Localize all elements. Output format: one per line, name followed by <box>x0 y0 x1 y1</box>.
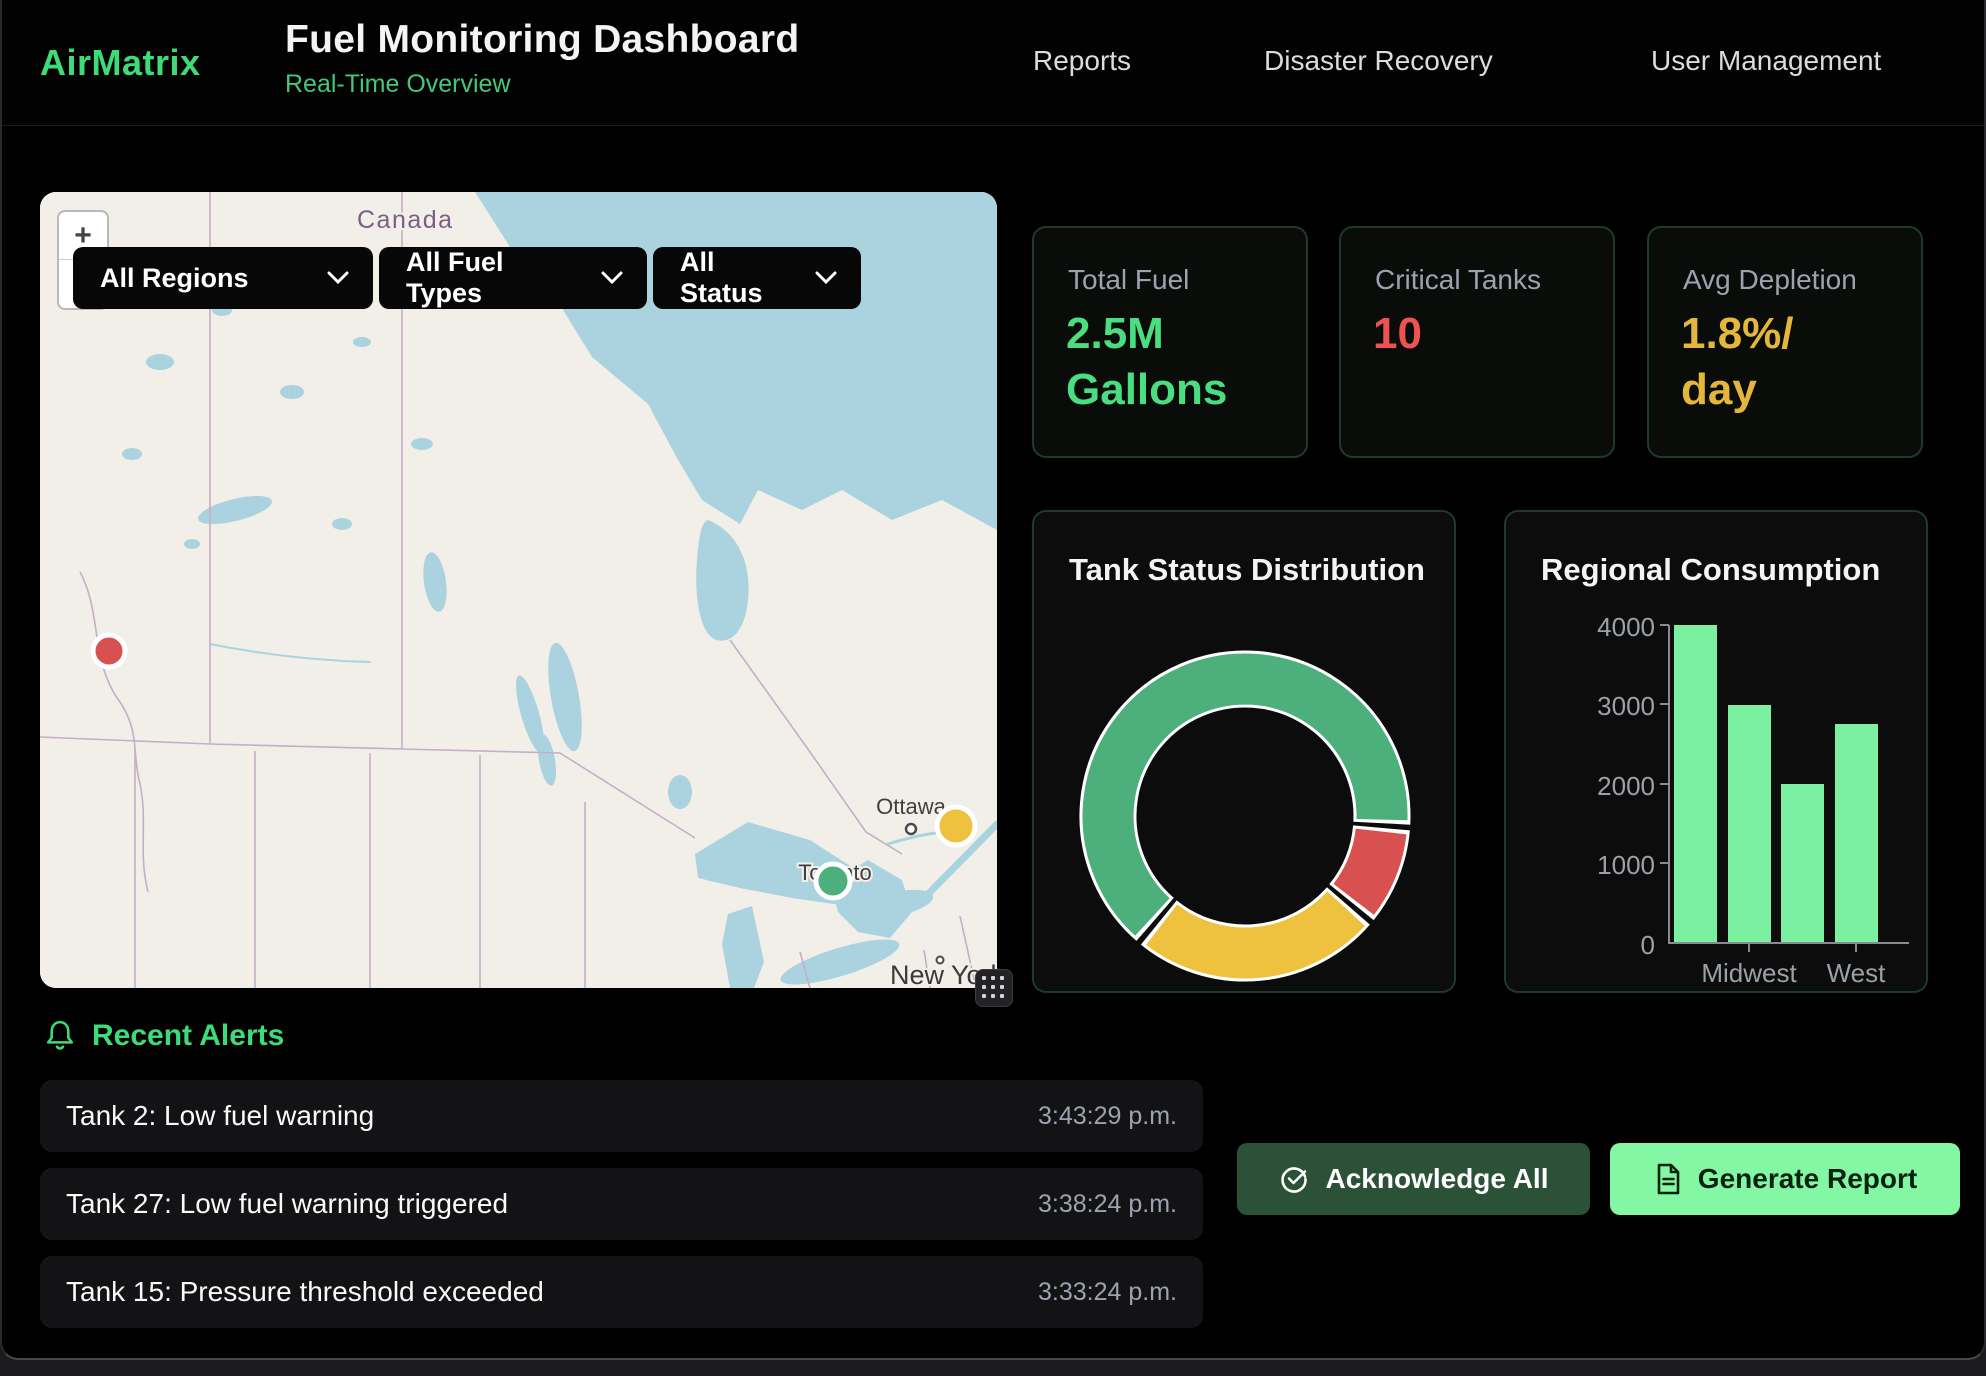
stat-value: 10 <box>1373 306 1422 362</box>
x-axis-tick-west: West <box>1776 958 1936 989</box>
alert-row[interactable]: Tank 27: Low fuel warning triggered 3:38… <box>40 1168 1203 1240</box>
y-axis-tick: 3000 <box>1560 691 1655 722</box>
brand-logo[interactable]: AirMatrix <box>40 42 201 84</box>
map-filter-bar: All Regions All Fuel Types All Status <box>73 247 861 309</box>
alerts-section-header: Recent Alerts <box>44 1018 284 1054</box>
stat-value: 1.8%/ day <box>1681 306 1831 419</box>
y-axis-tick: 2000 <box>1560 771 1655 802</box>
acknowledge-all-button[interactable]: Acknowledge All <box>1237 1143 1590 1215</box>
check-circle-icon <box>1278 1163 1310 1195</box>
y-axis-tick: 4000 <box>1560 612 1655 643</box>
stat-card-avg-depletion: Avg Depletion 1.8%/ day <box>1647 226 1923 458</box>
map-label-canada: Canada <box>357 206 454 234</box>
nav-item-reports[interactable]: Reports <box>1033 45 1131 77</box>
page-subtitle: Real-Time Overview <box>285 70 799 99</box>
y-axis-tick: 1000 <box>1560 850 1655 881</box>
regional-consumption-chart-card: Regional Consumption 4000 3000 2000 1000… <box>1504 510 1928 993</box>
alerts-title: Recent Alerts <box>92 1019 284 1053</box>
stat-label: Critical Tanks <box>1375 264 1541 296</box>
stat-label: Avg Depletion <box>1683 264 1857 296</box>
dashboard-frame: AirMatrix Fuel Monitoring Dashboard Real… <box>0 0 1986 1360</box>
alert-timestamp: 3:43:29 p.m. <box>1038 1102 1177 1131</box>
report-document-icon <box>1653 1162 1683 1196</box>
alert-message: Tank 15: Pressure threshold exceeded <box>66 1276 544 1308</box>
status-filter-select[interactable]: All Status <box>653 247 861 309</box>
y-axis-tick: 0 <box>1560 930 1655 961</box>
map-town-dot-ottawa <box>906 824 916 834</box>
button-label: Acknowledge All <box>1325 1163 1548 1195</box>
nav-item-disaster-recovery[interactable]: Disaster Recovery <box>1264 45 1493 77</box>
alert-row[interactable]: Tank 2: Low fuel warning 3:43:29 p.m. <box>40 1080 1203 1152</box>
status-filter-value: All Status <box>680 247 793 309</box>
fuel-type-filter-value: All Fuel Types <box>406 247 579 309</box>
header: AirMatrix Fuel Monitoring Dashboard Real… <box>2 0 1984 126</box>
fuel-type-filter-select[interactable]: All Fuel Types <box>379 247 647 309</box>
stat-card-total-fuel: Total Fuel 2.5M Gallons <box>1032 226 1308 458</box>
region-filter-value: All Regions <box>100 263 249 294</box>
app-root: AirMatrix Fuel Monitoring Dashboard Real… <box>0 0 1986 1376</box>
alert-message: Tank 27: Low fuel warning triggered <box>66 1188 508 1220</box>
map-panel[interactable]: Canada Ottawa Toronto New York + − All R… <box>40 192 997 988</box>
nav-item-user-management[interactable]: User Management <box>1651 45 1881 77</box>
map-label-ottawa: Ottawa <box>876 794 946 819</box>
donut-chart <box>1034 512 1458 991</box>
map-marker-critical[interactable] <box>93 635 125 667</box>
chevron-down-icon <box>327 271 349 285</box>
page-title: Fuel Monitoring Dashboard <box>285 18 799 62</box>
bell-icon <box>44 1018 76 1054</box>
alert-timestamp: 3:38:24 p.m. <box>1038 1190 1177 1219</box>
stat-label: Total Fuel <box>1068 264 1189 296</box>
map-attribution-grip[interactable] <box>975 969 1013 1007</box>
button-label: Generate Report <box>1698 1163 1917 1195</box>
stat-value: 2.5M Gallons <box>1066 306 1271 419</box>
bar-chart-axes <box>1506 512 1930 991</box>
map-canvas: Canada Ottawa Toronto New York <box>40 192 997 988</box>
title-block: Fuel Monitoring Dashboard Real-Time Over… <box>285 18 799 99</box>
map-marker-normal[interactable] <box>816 864 850 898</box>
tank-status-chart-card: Tank Status Distribution <box>1032 510 1456 993</box>
chevron-down-icon <box>815 271 837 285</box>
region-filter-select[interactable]: All Regions <box>73 247 373 309</box>
alert-row[interactable]: Tank 15: Pressure threshold exceeded 3:3… <box>40 1256 1203 1328</box>
alert-message: Tank 2: Low fuel warning <box>66 1100 374 1132</box>
stat-card-critical-tanks: Critical Tanks 10 <box>1339 226 1615 458</box>
alert-timestamp: 3:33:24 p.m. <box>1038 1278 1177 1307</box>
chevron-down-icon <box>601 271 623 285</box>
map-marker-warning[interactable] <box>937 807 975 845</box>
generate-report-button[interactable]: Generate Report <box>1610 1143 1960 1215</box>
